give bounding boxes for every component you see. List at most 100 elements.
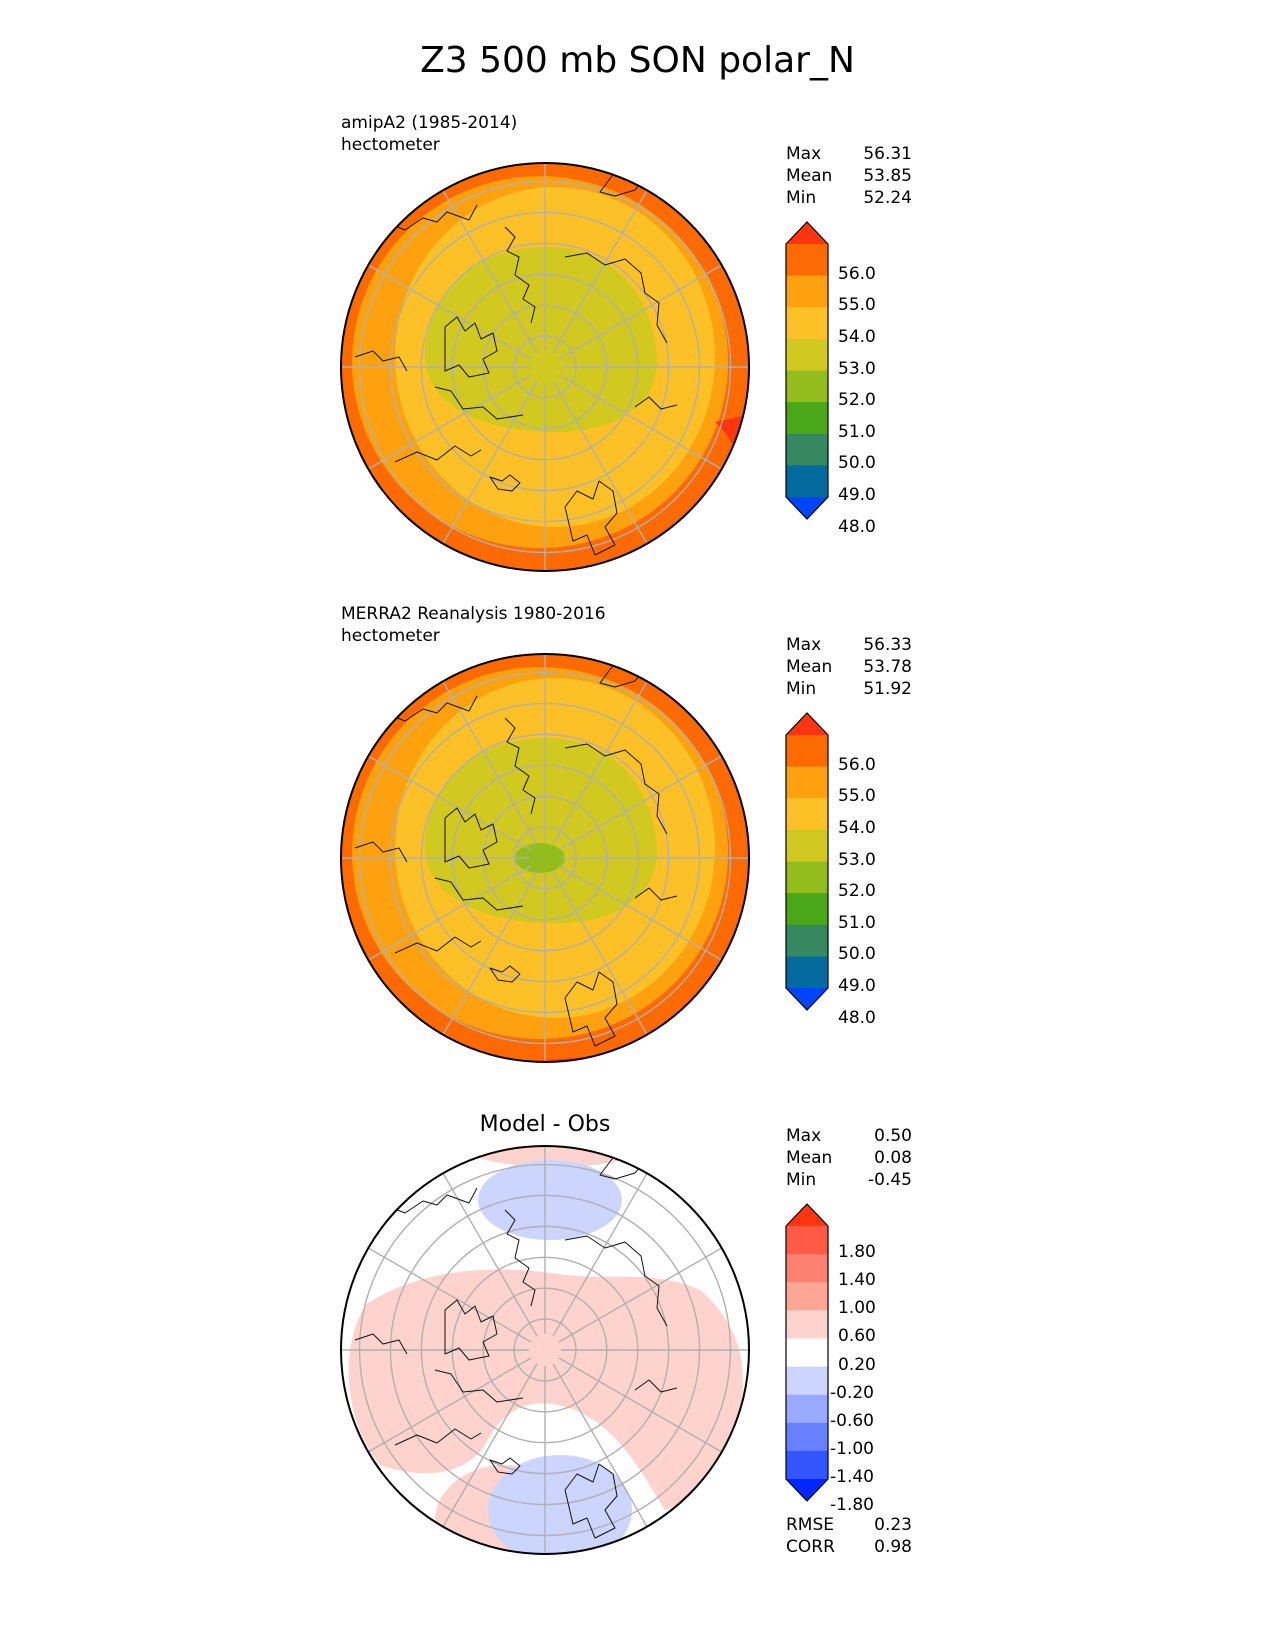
- colorbar-extend-max: [786, 1204, 828, 1226]
- negative-anomaly-top: [478, 1160, 622, 1240]
- panel-3-colorbar: [785, 1203, 829, 1502]
- colorbar-segment: [786, 1338, 828, 1368]
- colorbar-segment: [786, 370, 828, 403]
- colorbar-segment: [786, 861, 828, 894]
- panel-3-stat-value: -0.45: [868, 1170, 912, 1190]
- colorbar-extend-max: [786, 222, 828, 244]
- meridian-line: [552, 1172, 648, 1337]
- panel-3-stat-label: Mean: [786, 1148, 833, 1168]
- coastline: [634, 396, 678, 410]
- colorbar-tick-label: -0.60: [830, 1410, 874, 1431]
- colorbar-tick-label: 49.0: [838, 976, 876, 996]
- colorbar-outline: [785, 221, 829, 520]
- coastline: [394, 1428, 482, 1446]
- meridian-line: [558, 755, 723, 851]
- meridian-line: [552, 871, 648, 1036]
- colorbar-segment: [786, 275, 828, 308]
- colorbar-outline: [785, 712, 829, 1011]
- colorbar-segment: [786, 924, 828, 957]
- meridian-line: [558, 865, 723, 961]
- meridian-line: [442, 189, 538, 354]
- colorbar-tick-label: 48.0: [838, 516, 876, 537]
- colorbar-segment: [786, 338, 828, 371]
- colorbar-segment: [786, 1310, 828, 1339]
- colorbar-tick-label: 53.0: [838, 358, 876, 379]
- meridian-line: [552, 1363, 648, 1528]
- coastline: [504, 1209, 536, 1307]
- panel-1-colorbar: [785, 221, 829, 520]
- colorbar-outline: [785, 1203, 829, 1502]
- panel-3-metric-label: RMSE: [786, 1515, 835, 1535]
- panel-2-stat-label: Min: [786, 679, 817, 699]
- colorbar-segment: [786, 956, 828, 989]
- colorbar-tick-label: 51.0: [838, 421, 876, 442]
- meridian-line: [442, 871, 538, 1036]
- colorbar-tick-label: 48.0: [838, 1007, 876, 1028]
- meridian-line: [367, 374, 532, 470]
- colorbar-segment: [786, 1366, 828, 1396]
- meridian-line: [367, 1357, 532, 1453]
- panel-2-colorbar: [785, 712, 829, 1011]
- colorbar-tick-label: 52.0: [838, 390, 876, 411]
- colorbar-segment: [786, 244, 828, 277]
- coastline: [434, 877, 524, 911]
- coastline: [354, 1333, 408, 1355]
- panel-3-stat-value: 0.08: [874, 1148, 912, 1168]
- colorbar-segment: [786, 1282, 828, 1311]
- colorbar-segment: [786, 1450, 828, 1480]
- coastline: [504, 226, 536, 324]
- panel-2-map: [340, 653, 750, 1063]
- contour-fill-cap: [424, 247, 657, 432]
- panel-2-stat-value: 56.33: [863, 635, 912, 655]
- panel-2-units: hectometer: [341, 626, 440, 646]
- panel-1-case-label: amipA2 (1985-2014): [341, 113, 518, 133]
- meridian-line: [442, 680, 538, 845]
- panel-2-header: MERRA2 Reanalysis 1980-2016 hectometer: [341, 603, 606, 647]
- coastline: [564, 1235, 668, 1327]
- panel-1-stats: Max 56.31 Mean 53.85 Min 52.24: [786, 143, 912, 209]
- figure-title: Z3 500 mb SON polar_N: [420, 40, 855, 81]
- colorbar-segment: [786, 829, 828, 862]
- meridian-line: [552, 380, 648, 545]
- panel-1-stat-value: 52.24: [863, 188, 912, 208]
- colorbar-tick-label: 56.0: [838, 754, 876, 775]
- coastline: [444, 1299, 498, 1361]
- colorbar-tick-label: 1.40: [838, 1270, 876, 1291]
- panel-2-case-label: MERRA2 Reanalysis 1980-2016: [341, 604, 606, 624]
- colorbar-segment: [786, 735, 828, 768]
- panel-3-metric-label: CORR: [786, 1537, 835, 1557]
- coastline: [564, 743, 668, 835]
- coastline: [504, 717, 536, 815]
- panel-1-map: [340, 162, 750, 572]
- colorbar-tick-label: 50.0: [838, 944, 876, 965]
- map-boundary: [340, 653, 750, 1063]
- colorbar-segment: [786, 766, 828, 799]
- meridian-line: [442, 1172, 538, 1337]
- colorbar-tick-label: 56.0: [838, 263, 876, 284]
- colorbar-tick-label: 1.80: [838, 1242, 876, 1263]
- meridian-line: [552, 189, 648, 354]
- panel-2-stats: Max 56.33 Mean 53.78 Min 51.92: [786, 634, 912, 700]
- panel-1-header: amipA2 (1985-2014) hectometer: [341, 112, 517, 156]
- colorbar-segment: [786, 798, 828, 831]
- meridian-line: [552, 680, 648, 845]
- panel-1-stat-label: Min: [786, 188, 817, 208]
- colorbar-segment: [786, 1422, 828, 1452]
- coastline: [434, 1369, 524, 1403]
- colorbar-tick-label: -1.00: [830, 1438, 874, 1459]
- panel-3-stats: Max 0.50 Mean 0.08 Min -0.45: [786, 1125, 912, 1191]
- contour-fill-cap: [424, 738, 657, 923]
- coastline: [634, 887, 678, 901]
- panel-1-stat-label: Max: [786, 144, 822, 164]
- colorbar-tick-label: 50.0: [838, 453, 876, 474]
- colorbar-tick-label: 53.0: [838, 849, 876, 870]
- colorbar-tick-label: -0.20: [830, 1382, 874, 1403]
- panel-1-stat-label: Mean: [786, 166, 833, 186]
- coastline: [489, 1457, 521, 1475]
- coastline: [444, 316, 498, 378]
- panel-3-subtitle: Model - Obs: [479, 1112, 611, 1137]
- meridian-line: [367, 755, 532, 851]
- panel-3-stat-value: 0.50: [874, 1126, 912, 1146]
- colorbar-tick-label: 52.0: [838, 881, 876, 902]
- colorbar-extend-min: [786, 497, 828, 519]
